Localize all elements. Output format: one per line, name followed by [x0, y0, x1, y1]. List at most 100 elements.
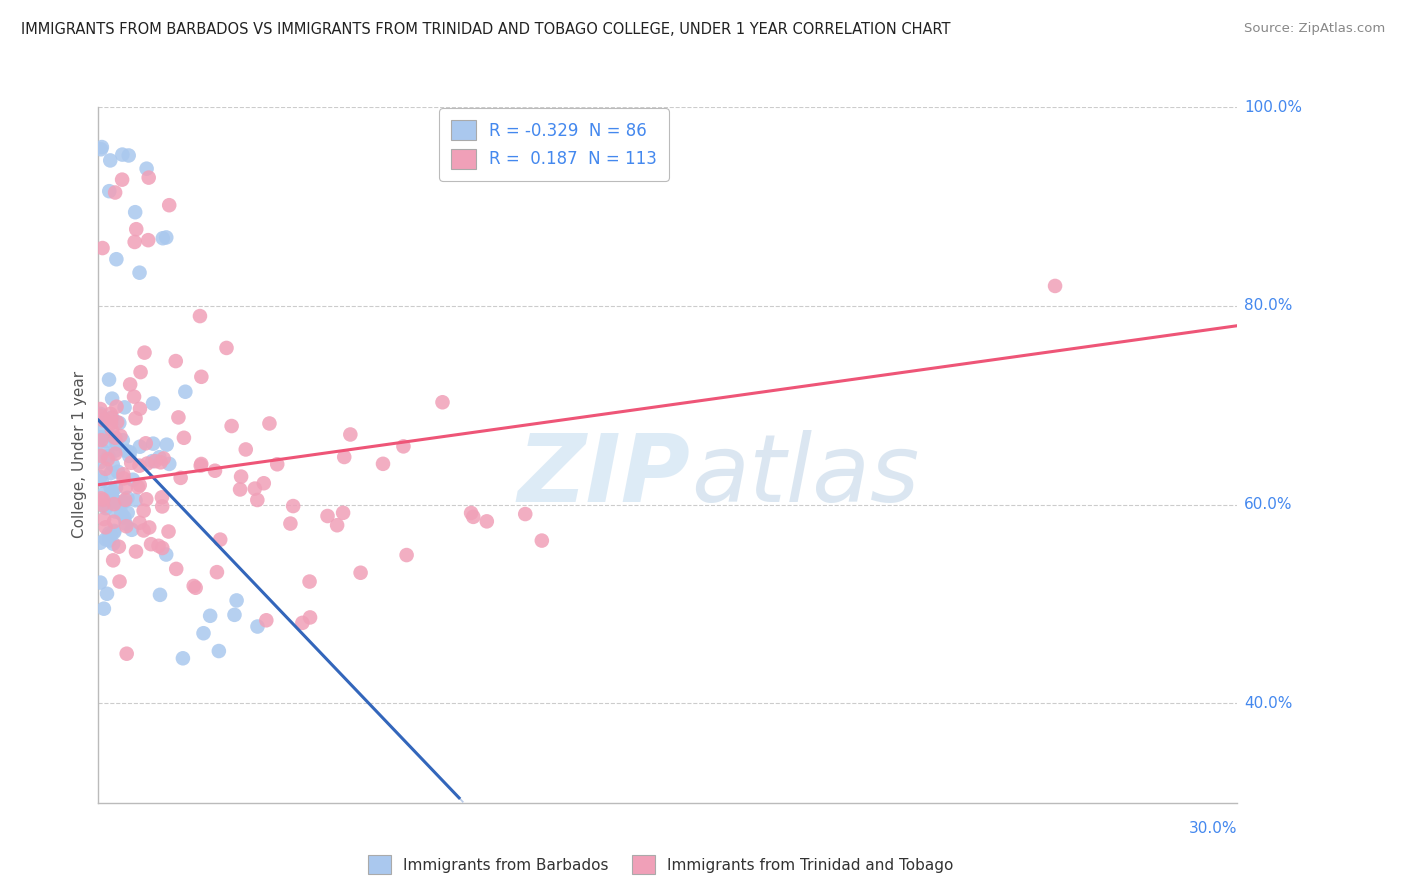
- Point: [141, 454, 163, 468]
- Point: [193, 626, 215, 640]
- Point: [152, 451, 174, 466]
- Point: [103, 525, 125, 540]
- Point: [138, 170, 160, 185]
- Point: [91, 443, 114, 458]
- Text: 60.0%: 60.0%: [1244, 497, 1292, 512]
- Point: [190, 457, 212, 471]
- Point: [254, 613, 277, 627]
- Point: [107, 465, 129, 479]
- Point: [108, 574, 131, 589]
- Point: [117, 506, 139, 520]
- Point: [115, 647, 138, 661]
- Point: [120, 377, 142, 392]
- Point: [225, 593, 247, 607]
- Point: [115, 519, 138, 533]
- Point: [326, 518, 349, 533]
- Point: [432, 395, 454, 409]
- Point: [460, 506, 482, 520]
- Point: [184, 581, 207, 595]
- Point: [157, 524, 180, 539]
- Point: [93, 413, 115, 427]
- Point: [96, 498, 118, 512]
- Text: 80.0%: 80.0%: [1244, 298, 1292, 313]
- Point: [173, 431, 195, 445]
- Point: [142, 436, 165, 450]
- Point: [392, 439, 415, 453]
- Point: [229, 483, 252, 497]
- Point: [103, 515, 125, 529]
- Point: [105, 481, 128, 495]
- Point: [190, 369, 212, 384]
- Point: [90, 449, 112, 463]
- Point: [100, 487, 122, 501]
- Point: [90, 140, 112, 154]
- Point: [111, 147, 134, 161]
- Point: [138, 520, 160, 534]
- Point: [91, 241, 114, 255]
- Point: [229, 469, 252, 483]
- Point: [266, 457, 288, 471]
- Point: [209, 533, 232, 547]
- Point: [215, 341, 238, 355]
- Point: [128, 458, 150, 473]
- Point: [101, 410, 124, 425]
- Point: [94, 501, 117, 516]
- Point: [104, 504, 127, 518]
- Point: [89, 402, 111, 417]
- Point: [101, 424, 124, 438]
- Point: [112, 495, 135, 509]
- Point: [246, 493, 269, 508]
- Point: [174, 384, 197, 399]
- Point: [96, 434, 118, 449]
- Point: [125, 222, 148, 236]
- Point: [98, 372, 121, 386]
- Point: [122, 390, 145, 404]
- Point: [101, 458, 124, 472]
- Point: [89, 535, 111, 549]
- Point: [128, 516, 150, 530]
- Point: [204, 464, 226, 478]
- Point: [316, 508, 339, 523]
- Point: [110, 429, 132, 443]
- Point: [143, 454, 166, 468]
- Point: [149, 455, 172, 469]
- Point: [101, 553, 124, 567]
- Point: [150, 500, 173, 514]
- Point: [90, 474, 112, 488]
- Point: [112, 510, 135, 524]
- Point: [93, 512, 115, 526]
- Point: [91, 492, 114, 507]
- Point: [172, 651, 194, 665]
- Point: [280, 516, 302, 531]
- Point: [299, 610, 322, 624]
- Point: [120, 456, 142, 470]
- Point: [259, 417, 281, 431]
- Point: [148, 450, 170, 465]
- Point: [110, 507, 132, 521]
- Point: [114, 401, 136, 415]
- Point: [114, 516, 136, 531]
- Point: [97, 526, 120, 541]
- Point: [515, 507, 537, 521]
- Point: [108, 496, 131, 510]
- Point: [114, 481, 136, 495]
- Point: [100, 528, 122, 542]
- Point: [183, 579, 205, 593]
- Point: [94, 520, 117, 534]
- Point: [122, 473, 145, 487]
- Point: [132, 524, 155, 538]
- Point: [135, 161, 157, 176]
- Point: [124, 235, 146, 249]
- Point: [124, 493, 146, 508]
- Point: [104, 431, 127, 445]
- Point: [93, 412, 115, 426]
- Point: [134, 345, 156, 359]
- Point: [98, 184, 121, 198]
- Point: [129, 365, 152, 379]
- Point: [190, 458, 212, 473]
- Point: [100, 466, 122, 480]
- Point: [155, 230, 177, 244]
- Point: [118, 445, 141, 459]
- Point: [152, 231, 174, 245]
- Point: [97, 449, 120, 463]
